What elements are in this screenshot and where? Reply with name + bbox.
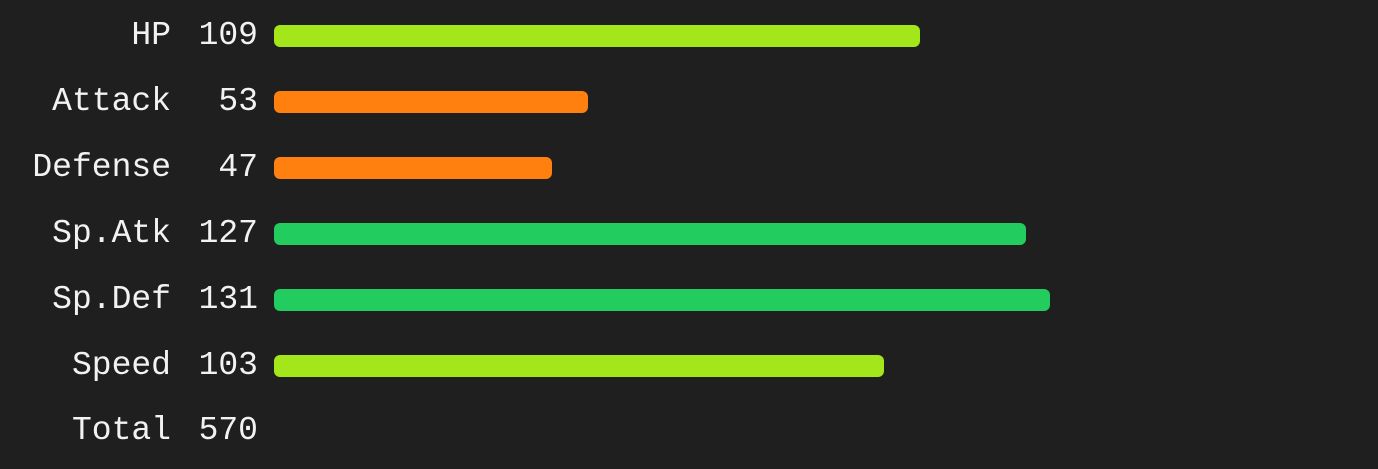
stat-label-total: Total: [71, 412, 171, 449]
stat-row-attack: Attack 53: [0, 82, 1378, 122]
stat-value-total: 570: [198, 412, 258, 449]
stat-bar-sp-atk: [274, 223, 1026, 245]
stat-row-total: Total 570: [0, 411, 1378, 451]
stat-bar-sp-def: [274, 289, 1050, 311]
stat-bar-defense: [274, 157, 552, 179]
stat-row-sp-atk: Sp.Atk 127: [0, 214, 1378, 254]
stat-label-speed: Speed: [71, 347, 171, 384]
stat-label-sp-atk: Sp.Atk: [52, 215, 171, 252]
stat-value-sp-def: 131: [198, 281, 258, 318]
stat-row-defense: Defense 47: [0, 148, 1378, 188]
stat-label-sp-def: Sp.Def: [52, 281, 171, 318]
stat-bar-attack: [274, 91, 588, 113]
stat-label-defense: Defense: [32, 149, 171, 186]
stat-value-defense: 47: [218, 149, 258, 186]
stat-row-hp: HP 109: [0, 16, 1378, 56]
stat-value-sp-atk: 127: [198, 215, 258, 252]
stat-bar-hp: [274, 25, 920, 47]
stat-row-sp-def: Sp.Def 131: [0, 280, 1378, 320]
stat-value-speed: 103: [198, 347, 258, 384]
stat-row-speed: Speed 103: [0, 346, 1378, 386]
stat-value-attack: 53: [218, 83, 258, 120]
stat-label-hp: HP: [131, 17, 171, 54]
stat-label-attack: Attack: [52, 83, 171, 120]
stat-value-hp: 109: [198, 17, 258, 54]
stat-bar-speed: [274, 355, 884, 377]
